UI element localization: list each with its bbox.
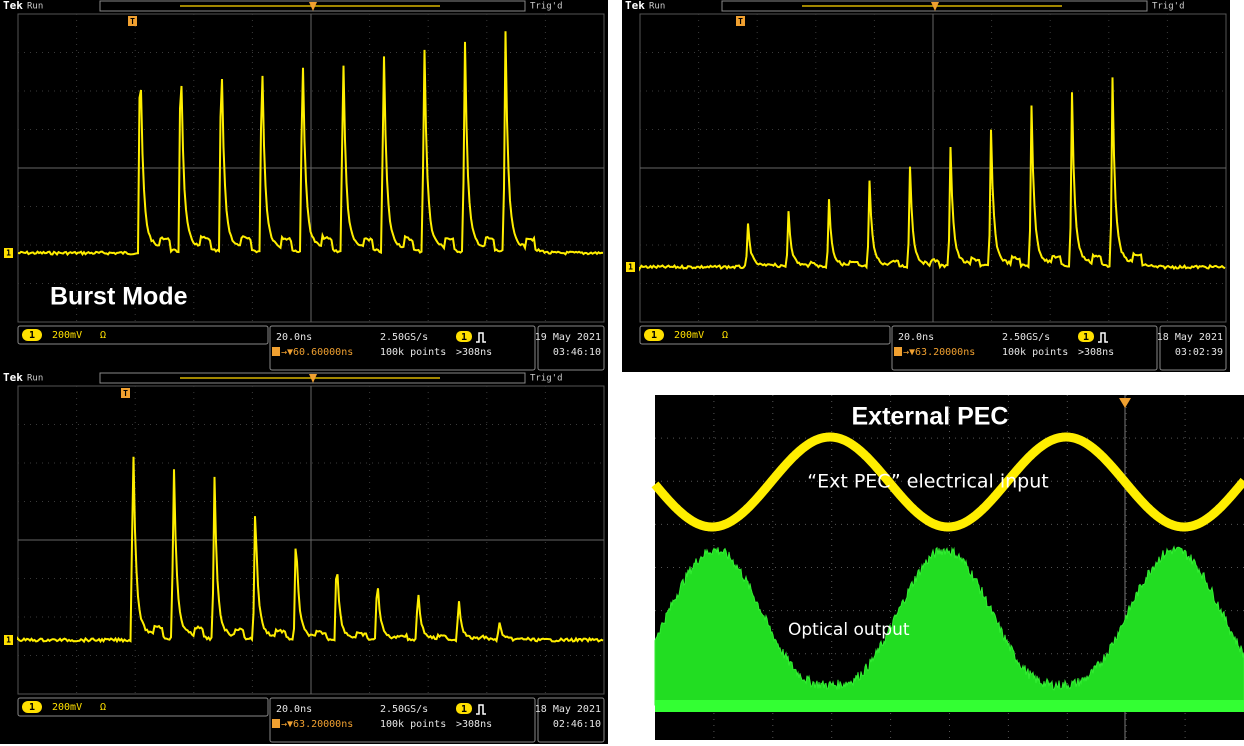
trigger-marker: T: [123, 389, 128, 398]
channel-badge-label: 1: [29, 330, 35, 341]
date: 18 May 2021: [535, 704, 601, 715]
channel-marker: 1: [6, 249, 11, 258]
sample-rate: 2.50GS/s: [380, 704, 428, 715]
trigger-source: 1: [461, 704, 467, 715]
trigger-setting: >308ns: [1078, 347, 1114, 358]
trigger-setting: >308ns: [456, 347, 492, 358]
trigger-pos-icon: [272, 719, 280, 728]
scope-bg: [622, 0, 1230, 372]
sample-rate: 2.50GS/s: [380, 332, 428, 343]
input-label: “Ext PEC” electrical input: [807, 471, 1048, 493]
trigger-position: →▼63.20000ns: [281, 719, 353, 730]
coupling: Ω: [722, 330, 728, 341]
vertical-scale: 200mV: [674, 330, 704, 341]
trigger-status: Trig'd: [1152, 2, 1185, 12]
trigger-source: 1: [461, 332, 467, 343]
channel-marker: 1: [6, 636, 11, 645]
scope-bg: [0, 0, 608, 372]
run-status: Run: [649, 2, 665, 12]
brand: Tek: [625, 0, 645, 12]
channel-marker: 1: [628, 263, 633, 272]
trigger-status: Trig'd: [530, 374, 563, 384]
pec-panel: External PEC “Ext PEC” electrical input Op…: [655, 395, 1244, 740]
trigger-status: Trig'd: [530, 2, 563, 12]
vertical-scale: 200mV: [52, 330, 82, 341]
record-length: 100k points: [380, 719, 446, 730]
channel-badge-label: 1: [29, 702, 35, 713]
trigger-marker: T: [738, 17, 743, 26]
baseline-band: [655, 700, 1244, 712]
trigger-setting: >308ns: [456, 719, 492, 730]
screenshot-collage: Tek Run Trig'd T 1 1 200mV Ω 20.0ns 2.50GS/s 1 →▼60…: [0, 0, 1244, 746]
scope-panel: Tek Run Trig'd T 1 1 200mV Ω 20.0ns 2.50GS/s 1 →▼63…: [0, 371, 608, 744]
record-length: 100k points: [1002, 347, 1068, 358]
timebase: 20.0ns: [898, 332, 934, 343]
scope-panel: Tek Run Trig'd T 1 1 200mV Ω 20.0ns 2.50GS/s 1 →▼60…: [0, 0, 608, 372]
record-length: 100k points: [380, 347, 446, 358]
sample-rate: 2.50GS/s: [1002, 332, 1050, 343]
date: 18 May 2021: [1157, 332, 1223, 343]
date: 19 May 2021: [535, 332, 601, 343]
trigger-source: 1: [1083, 332, 1089, 343]
run-status: Run: [27, 374, 43, 384]
trigger-pos-icon: [272, 347, 280, 356]
trigger-pos-icon: [894, 347, 902, 356]
brand: Tek: [3, 371, 23, 384]
time: 03:46:10: [553, 347, 601, 358]
page: {"panels":[ {"brand":"Tek","status":"Run…: [0, 0, 1244, 746]
timebase: 20.0ns: [276, 332, 312, 343]
run-status: Run: [27, 2, 43, 12]
scope-panel: Tek Run Trig'd T 1 1 200mV Ω 20.0ns 2.50GS/s 1 →▼63…: [622, 0, 1230, 372]
coupling: Ω: [100, 702, 106, 713]
trigger-position: →▼60.60000ns: [281, 347, 353, 358]
time: 02:46:10: [553, 719, 601, 730]
channel-badge-label: 1: [651, 330, 657, 341]
trigger-position: →▼63.20000ns: [903, 347, 975, 358]
time: 03:02:39: [1175, 347, 1223, 358]
scope-bg: [0, 372, 608, 744]
coupling: Ω: [100, 330, 106, 341]
pec-title: External PEC: [851, 403, 1008, 431]
trigger-marker: T: [130, 17, 135, 26]
brand: Tek: [3, 0, 23, 12]
output-label: Optical output: [788, 620, 910, 640]
mode-label: Burst Mode: [50, 283, 188, 311]
vertical-scale: 200mV: [52, 702, 82, 713]
timebase: 20.0ns: [276, 704, 312, 715]
